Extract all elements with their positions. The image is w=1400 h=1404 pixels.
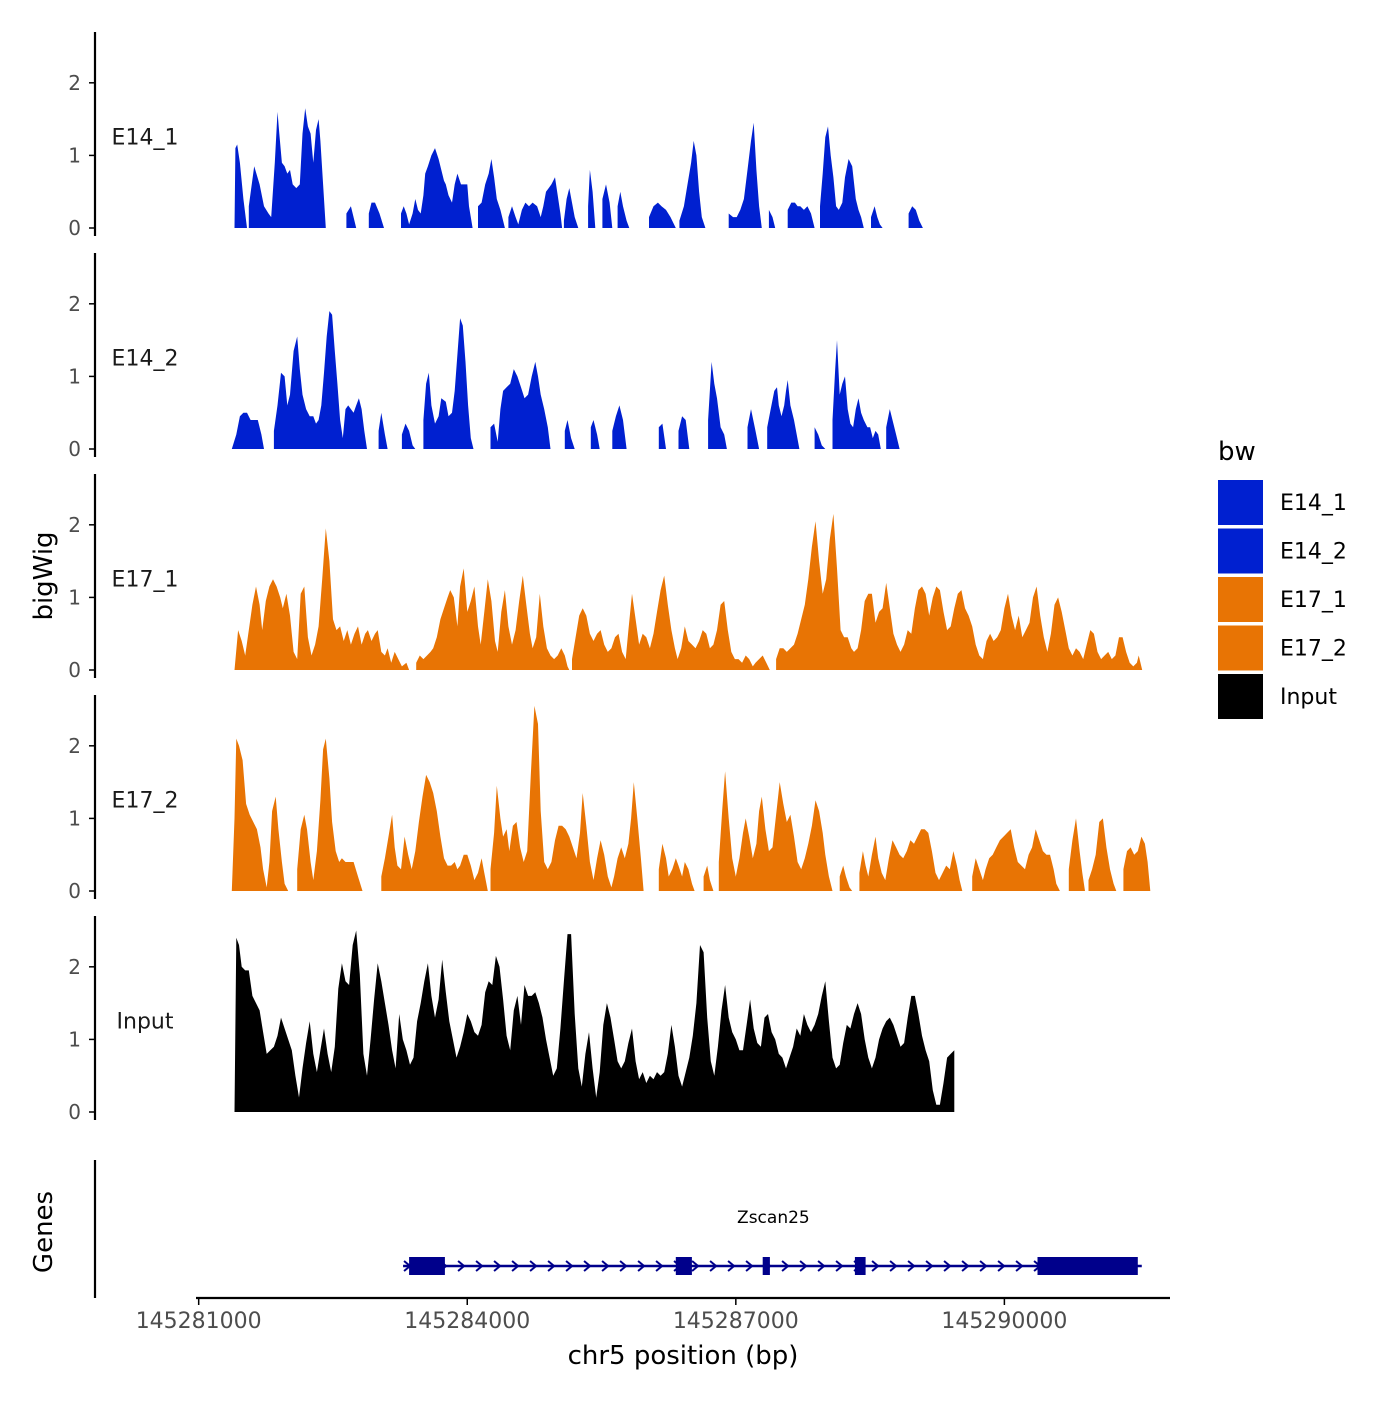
y-tick-label: 1	[68, 1027, 81, 1051]
strand-arrow	[637, 1260, 646, 1272]
strand-arrow	[997, 1260, 1006, 1272]
strand-arrow	[889, 1260, 898, 1272]
x-tick-label: 145287000	[673, 1309, 799, 1334]
y-tick-label: 0	[68, 1100, 81, 1124]
track-E14_1: 0 1 2 E14_1	[68, 32, 923, 240]
x-tick-label: 145281000	[136, 1309, 262, 1334]
legend-title: bw	[1218, 437, 1256, 467]
strand-arrow	[709, 1260, 718, 1272]
track-E17_1: 0 1 2 E17_1	[68, 474, 1148, 682]
legend-swatch	[1218, 528, 1263, 574]
x-tick-label: 145290000	[941, 1309, 1067, 1334]
legend-label: E14_1	[1280, 491, 1347, 516]
strand-arrow	[1015, 1260, 1024, 1272]
x-axis-label: chr5 position (bp)	[568, 1341, 799, 1371]
y-tick-label: 1	[68, 143, 81, 167]
area-E14_1	[234, 108, 923, 228]
gene-exon	[1037, 1257, 1138, 1275]
strand-arrow	[907, 1260, 916, 1272]
legend-swatch	[1218, 480, 1263, 525]
y-tick-label: 2	[68, 734, 81, 758]
legend-label: E17_1	[1280, 588, 1347, 613]
strand-arrow	[745, 1260, 754, 1272]
strand-arrow	[601, 1260, 610, 1272]
y-tick-label: 1	[68, 806, 81, 830]
y-axis-label: bigWig	[29, 531, 59, 620]
legend-item-E14_2: E14_2	[1218, 528, 1347, 574]
legend-item-E17_2: E17_2	[1218, 625, 1347, 671]
y-tick-label: 0	[68, 879, 81, 903]
track-label-E17_1: E17_1	[112, 567, 179, 592]
strand-arrow	[925, 1260, 934, 1272]
gene-exon	[675, 1257, 692, 1275]
track-label-Input: Input	[117, 1009, 174, 1034]
strand-arrow	[727, 1260, 736, 1272]
legend-swatch	[1218, 577, 1263, 622]
area-Input	[234, 930, 955, 1112]
y-tick-label: 0	[68, 216, 81, 240]
legend-items: E14_1 E14_2 E17_1 E17_2 Input	[1218, 480, 1347, 719]
legend-label: E17_2	[1280, 637, 1347, 662]
strand-arrow	[511, 1260, 520, 1272]
track-label-E14_2: E14_2	[112, 346, 179, 371]
genes-panel: Zscan25	[93, 1160, 1142, 1298]
area-E17_1	[234, 513, 1148, 670]
track-label-E17_2: E17_2	[112, 788, 179, 813]
strand-arrow	[979, 1260, 988, 1272]
legend-label: Input	[1280, 685, 1337, 710]
gene-exon	[854, 1257, 866, 1275]
legend-swatch	[1218, 674, 1263, 719]
strand-arrow	[691, 1260, 700, 1272]
legend: bw E14_1 E14_2 E17_1 E17_2 Input	[1218, 437, 1347, 719]
strand-arrow	[457, 1260, 466, 1272]
legend-swatch	[1218, 625, 1263, 671]
area-E14_2	[231, 311, 900, 449]
track-E17_2: 0 1 2 E17_2	[68, 695, 1151, 903]
strand-arrow	[943, 1260, 952, 1272]
strand-arrow	[583, 1260, 592, 1272]
y-tick-label: 0	[68, 437, 81, 461]
legend-item-E14_1: E14_1	[1218, 480, 1347, 525]
x-tick-label: 145284000	[404, 1309, 530, 1334]
track-E14_2: 0 1 2 E14_2	[68, 253, 900, 461]
gene-name-label: Zscan25	[737, 1208, 810, 1228]
y-tick-label: 2	[68, 71, 81, 95]
y-tick-label: 2	[68, 292, 81, 316]
y-tick-label: 2	[68, 513, 81, 537]
x-axis: 145281000 145284000 145287000 145290000	[136, 1296, 1170, 1334]
strand-arrow	[835, 1260, 844, 1272]
strand-arrow	[529, 1260, 538, 1272]
genes-axis-label: Genes	[29, 1191, 59, 1273]
legend-item-Input: Input	[1218, 674, 1337, 719]
strand-arrow	[799, 1260, 808, 1272]
track-panels: 0 1 2 E14_1 0 1 2 E14_2 0 1 2 E17_1 0 1 2 E17_2 0 1 2 Input	[68, 32, 1151, 1124]
strand-arrow	[961, 1260, 970, 1272]
strand-arrow	[781, 1260, 790, 1272]
strand-arrow	[817, 1260, 826, 1272]
legend-label: E14_2	[1280, 540, 1347, 565]
legend-item-E17_1: E17_1	[1218, 577, 1347, 622]
strand-arrow	[619, 1260, 628, 1272]
strand-arrow	[547, 1260, 556, 1272]
strand-arrow	[475, 1260, 484, 1272]
gene-Zscan25: Zscan25	[403, 1208, 1142, 1275]
y-tick-label: 1	[68, 585, 81, 609]
y-tick-label: 0	[68, 658, 81, 682]
strand-arrow	[565, 1260, 574, 1272]
track-label-E14_1: E14_1	[112, 125, 179, 150]
strand-arrow	[493, 1260, 502, 1272]
area-E17_2	[231, 705, 1151, 891]
track-Input: 0 1 2 Input	[68, 916, 955, 1124]
gene-exon	[762, 1257, 770, 1275]
gene-exon	[409, 1257, 445, 1275]
strand-arrow	[655, 1260, 664, 1272]
y-tick-label: 2	[68, 955, 81, 979]
strand-arrow	[871, 1260, 880, 1272]
y-tick-label: 1	[68, 364, 81, 388]
